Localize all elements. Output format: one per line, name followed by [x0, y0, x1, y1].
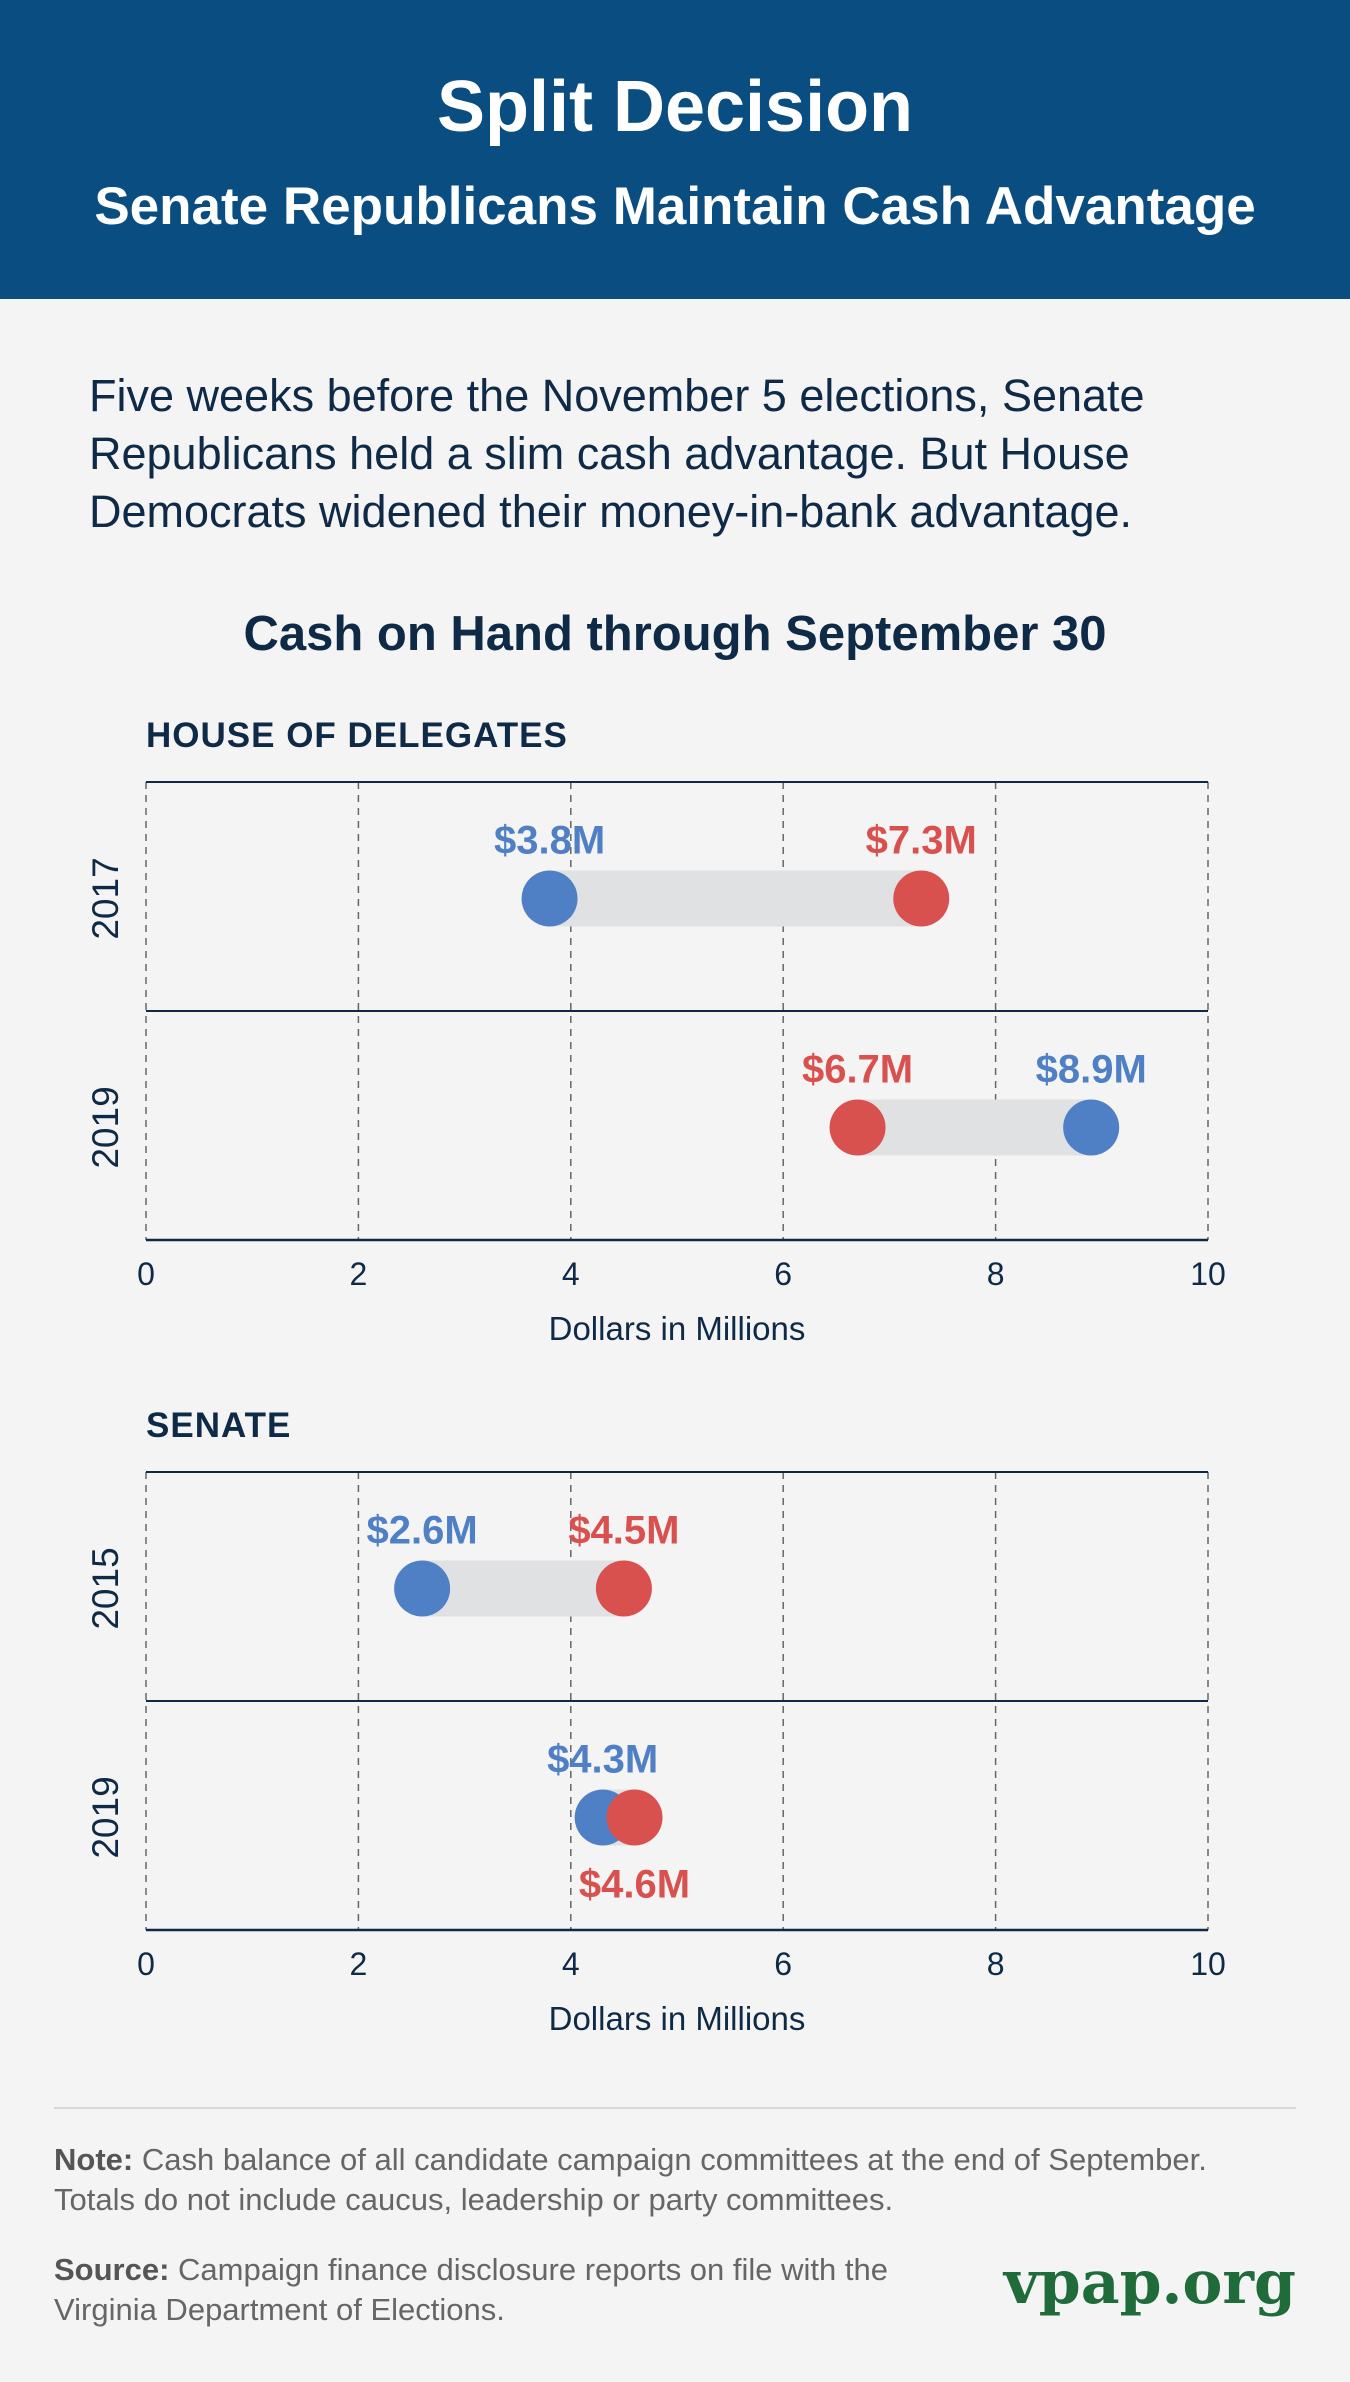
row-year-label: 2019: [85, 1086, 126, 1168]
republican-value-label: $7.3M: [866, 819, 977, 863]
x-tick-label: 10: [1190, 1946, 1226, 1982]
republican-dot: [893, 870, 950, 927]
source-text: Campaign finance disclosure reports on f…: [54, 2252, 888, 2327]
note-label: Note:: [54, 2142, 134, 2177]
democrat-dot: [521, 870, 578, 927]
democrat-dot: [1063, 1099, 1120, 1156]
footer-note: Note: Cash balance of all candidate camp…: [54, 2140, 1274, 2220]
chart-title: Cash on Hand through September 30: [243, 607, 1107, 661]
x-tick-label: 4: [562, 1256, 580, 1292]
democrat-dot: [394, 1560, 451, 1617]
footer-source: Source: Campaign finance disclosure repo…: [54, 2250, 954, 2330]
x-tick-label: 6: [774, 1946, 792, 1982]
x-tick-label: 2: [350, 1256, 368, 1292]
republican-dot: [606, 1789, 663, 1846]
house-dumbbell-chart: 0 2 4 6 8 10 Dollars in Millions 2017 $3.8M $7.3M…: [85, 781, 1226, 1347]
senate-dumbbell-chart: 0 2 4 6 8 10 Dollars in Millions 2015 $2.6M $4.5M…: [85, 1471, 1226, 2037]
house-section-label: HOUSE OF DELEGATES: [146, 716, 568, 755]
democrat-value-label: $3.8M: [494, 819, 605, 863]
republican-dot: [829, 1099, 886, 1156]
x-tick-label: 0: [137, 1946, 155, 1982]
x-tick-label: 6: [774, 1256, 792, 1292]
x-axis-title: Dollars in Millions: [549, 1310, 806, 1347]
x-tick-label: 2: [350, 1946, 368, 1982]
senate-section-label: SENATE: [146, 1406, 292, 1445]
republican-dot: [595, 1560, 652, 1617]
democrat-value-label: $2.6M: [367, 1509, 478, 1553]
page-subtitle: Senate Republicans Maintain Cash Advanta…: [94, 177, 1256, 236]
republican-value-label: $6.7M: [802, 1048, 913, 1092]
republican-value-label: $4.6M: [579, 1863, 690, 1907]
source-label: Source:: [54, 2252, 170, 2287]
brand-logo[interactable]: vpap.org: [1003, 2248, 1296, 2318]
intro-text: Five weeks before the November 5 electio…: [89, 370, 1145, 537]
x-tick-label: 8: [987, 1946, 1005, 1982]
x-tick-label: 8: [987, 1256, 1005, 1292]
x-axis-title: Dollars in Millions: [549, 2000, 806, 2037]
democrat-value-label: $4.3M: [547, 1738, 658, 1782]
row-year-label: 2019: [85, 1776, 126, 1858]
row-year-label: 2015: [85, 1547, 126, 1629]
page-title: Split Decision: [436, 67, 914, 147]
republican-value-label: $4.5M: [568, 1509, 679, 1553]
note-text: Cash balance of all candidate campaign c…: [54, 2142, 1207, 2217]
footer-divider: [54, 2107, 1296, 2109]
x-tick-label: 10: [1190, 1256, 1226, 1292]
row-year-label: 2017: [85, 857, 126, 939]
democrat-value-label: $8.9M: [1036, 1048, 1147, 1092]
header-banner: Split Decision Senate Republicans Mainta…: [0, 0, 1350, 299]
x-tick-label: 4: [562, 1946, 580, 1982]
x-tick-label: 0: [137, 1256, 155, 1292]
